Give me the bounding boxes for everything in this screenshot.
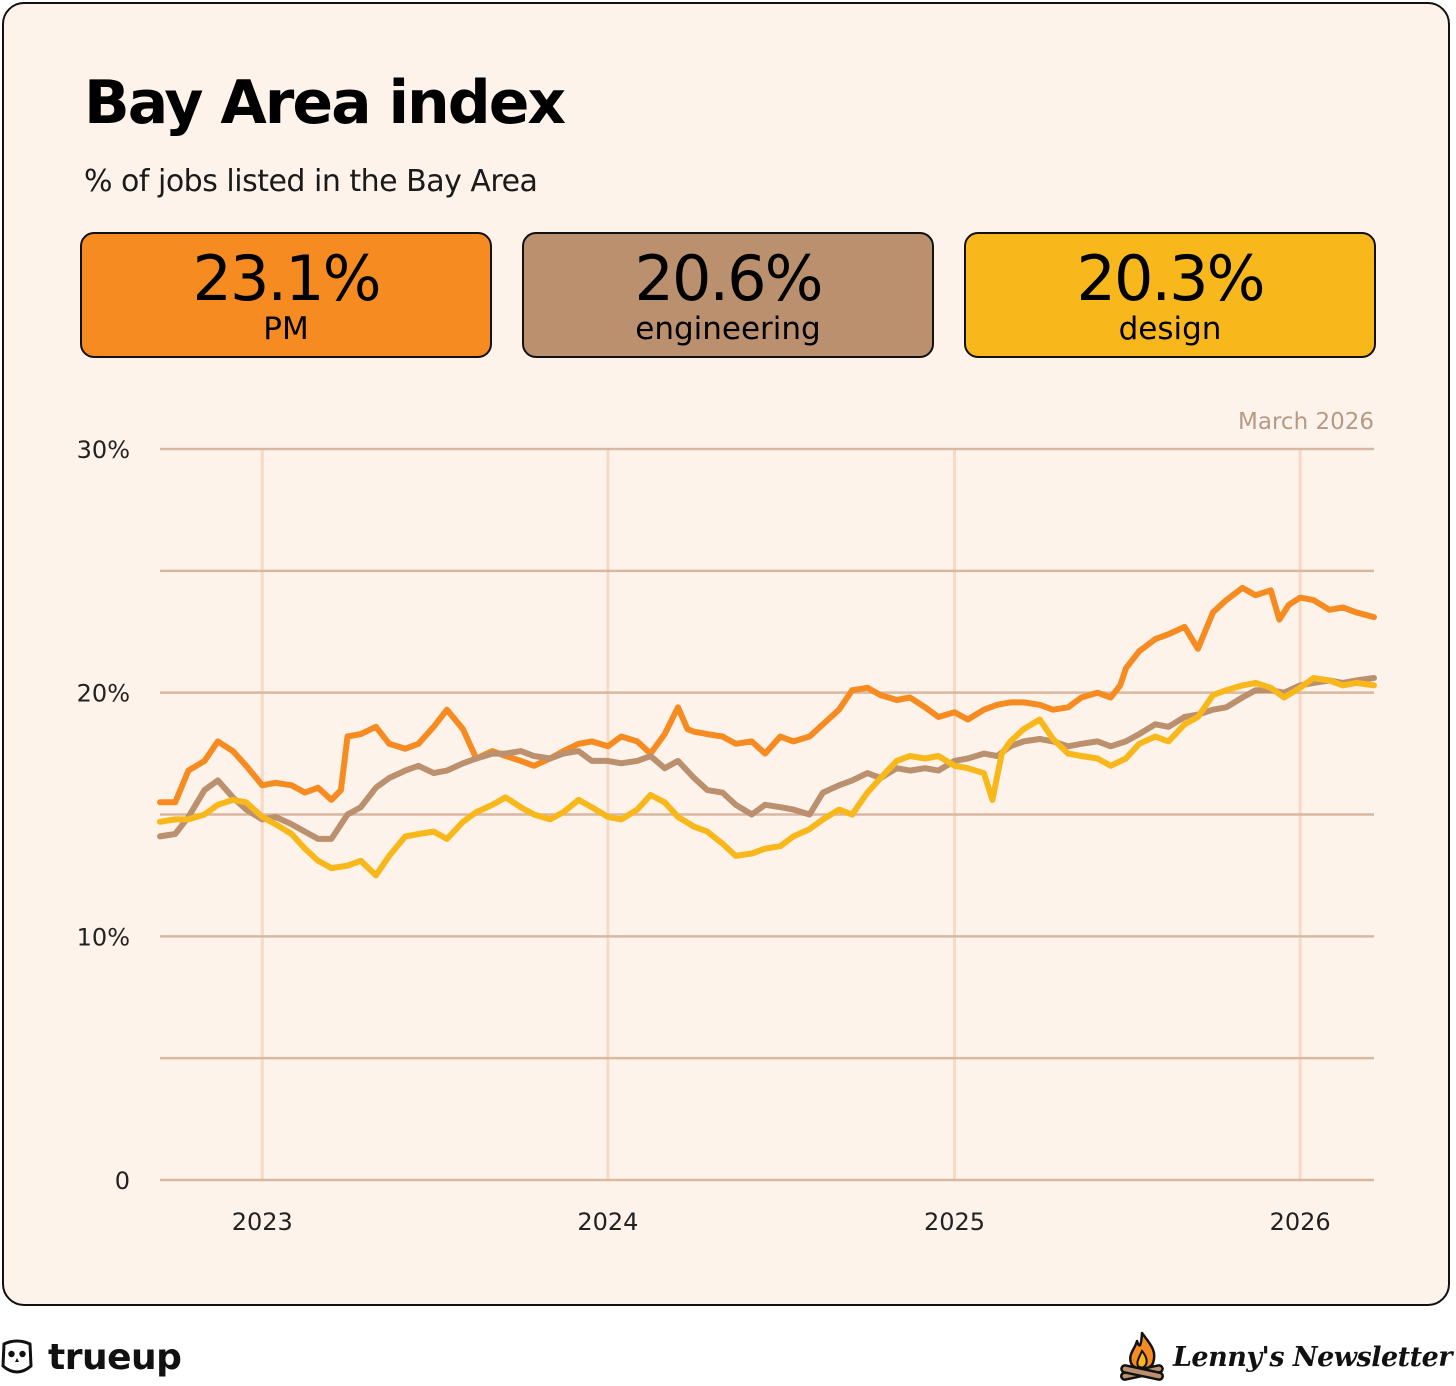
kpi-value-design: 20.3% xyxy=(1076,242,1266,315)
lennys-newsletter-logo: Lenny's Newsletter xyxy=(1117,1328,1453,1386)
y-tick-label-0: 0 xyxy=(115,1167,130,1195)
campfire-icon xyxy=(1119,1331,1164,1381)
y-tick-label-20: 20% xyxy=(77,680,130,708)
kpi-label-pm: PM xyxy=(263,311,309,347)
kpi-card-pm: 23.1% PM xyxy=(80,232,492,358)
date-note: March 2026 xyxy=(1238,409,1374,435)
y-tick-label-30: 30% xyxy=(77,436,130,464)
x-tick-label-2025: 2025 xyxy=(924,1208,985,1236)
kpi-label-engineering: engineering xyxy=(635,311,821,347)
trueup-logo: trueup xyxy=(0,1332,182,1382)
kpi-value-engineering: 20.6% xyxy=(634,242,824,315)
y-axis-labels: 30% 20% 10% 0 xyxy=(77,436,130,1195)
x-axis-labels: 2023 2024 2025 2026 xyxy=(232,1208,1331,1236)
chart-title: Bay Area index xyxy=(84,68,566,138)
x-tick-label-2026: 2026 xyxy=(1270,1208,1331,1236)
chart-card: Bay Area index % of jobs listed in the B… xyxy=(2,2,1450,1306)
kpi-card-engineering: 20.6% engineering xyxy=(522,232,934,358)
kpi-card-design: 20.3% design xyxy=(964,232,1376,358)
x-tick-label-2024: 2024 xyxy=(577,1208,638,1236)
trueup-brand: trueup xyxy=(48,1336,182,1378)
y-tick-label-10: 10% xyxy=(77,923,130,951)
series-line-PM xyxy=(157,584,1377,806)
newsletter-brand: Lenny's Newsletter xyxy=(1172,1341,1453,1373)
series-line-design xyxy=(157,675,1377,879)
series-line-engineering xyxy=(157,675,1377,842)
owl-icon xyxy=(1,1339,33,1374)
horizontal-gridlines xyxy=(160,447,1374,1182)
x-tick-label-2023: 2023 xyxy=(232,1208,293,1236)
kpi-value-pm: 23.1% xyxy=(192,242,382,315)
line-chart: March 2026 30% 20% 10% 0 2023 2024 2025 2026 xyxy=(77,409,1377,1236)
chart-subtitle: % of jobs listed in the Bay Area xyxy=(84,164,538,199)
kpi-label-design: design xyxy=(1118,311,1222,347)
series-lines xyxy=(157,584,1377,879)
